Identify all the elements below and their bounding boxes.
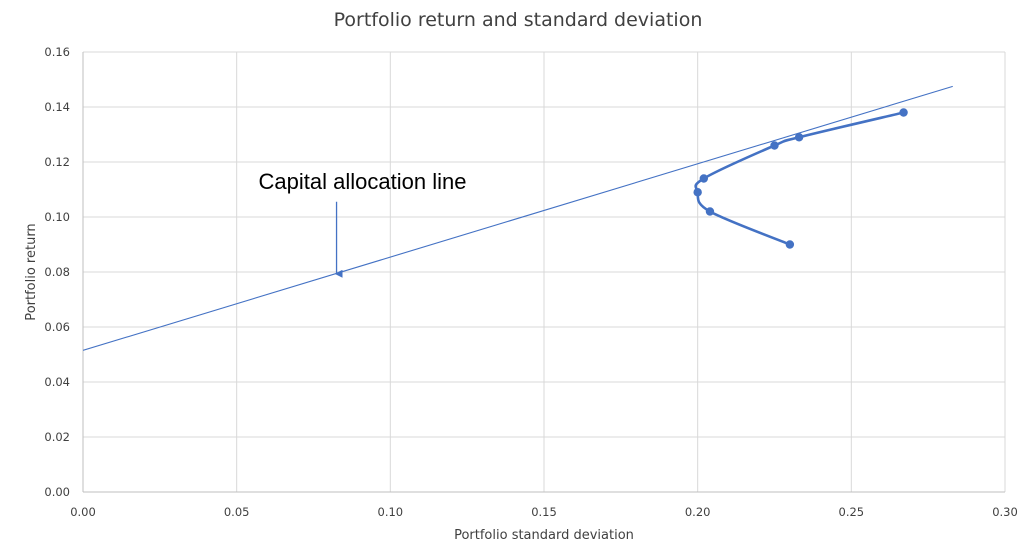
x-tick-label: 0.05 xyxy=(224,505,250,519)
annotations: Capital allocation line xyxy=(259,169,467,278)
x-tick-label: 0.10 xyxy=(378,505,404,519)
y-tick-label: 0.00 xyxy=(44,485,70,499)
grid xyxy=(82,51,1006,493)
y-tick-label: 0.08 xyxy=(44,265,70,279)
y-tick-label: 0.12 xyxy=(44,155,70,169)
y-tick-label: 0.02 xyxy=(44,430,70,444)
y-tick-label: 0.10 xyxy=(44,210,70,224)
x-axis-label: Portfolio standard deviation xyxy=(454,528,634,543)
x-tick-label: 0.30 xyxy=(992,505,1018,519)
data-point xyxy=(693,188,702,197)
tick-labels: 0.00 0.05 0.10 0.15 0.20 0.25 0.30 0.00 0.02 0.04… xyxy=(44,45,1017,519)
x-tick-label: 0.25 xyxy=(839,505,865,519)
data-point xyxy=(899,108,908,117)
y-tick-label: 0.04 xyxy=(44,375,70,389)
data-point xyxy=(794,133,804,142)
data-point xyxy=(785,240,795,249)
x-tick-label: 0.00 xyxy=(70,505,96,519)
x-tick-label: 0.15 xyxy=(531,505,557,519)
chart-title: Portfolio return and standard deviation xyxy=(334,9,703,31)
x-tick-label: 0.20 xyxy=(685,505,711,519)
data-point xyxy=(699,174,709,183)
y-tick-label: 0.14 xyxy=(44,100,70,114)
plot-area xyxy=(83,85,953,351)
data-point xyxy=(770,141,779,150)
data-point xyxy=(705,207,715,216)
annotation-label: Capital allocation line xyxy=(259,169,467,194)
y-axis-label: Portfolio return xyxy=(24,223,39,320)
y-tick-label: 0.06 xyxy=(44,320,70,334)
capital-allocation-line xyxy=(83,85,953,351)
y-tick-label: 0.16 xyxy=(44,45,70,59)
